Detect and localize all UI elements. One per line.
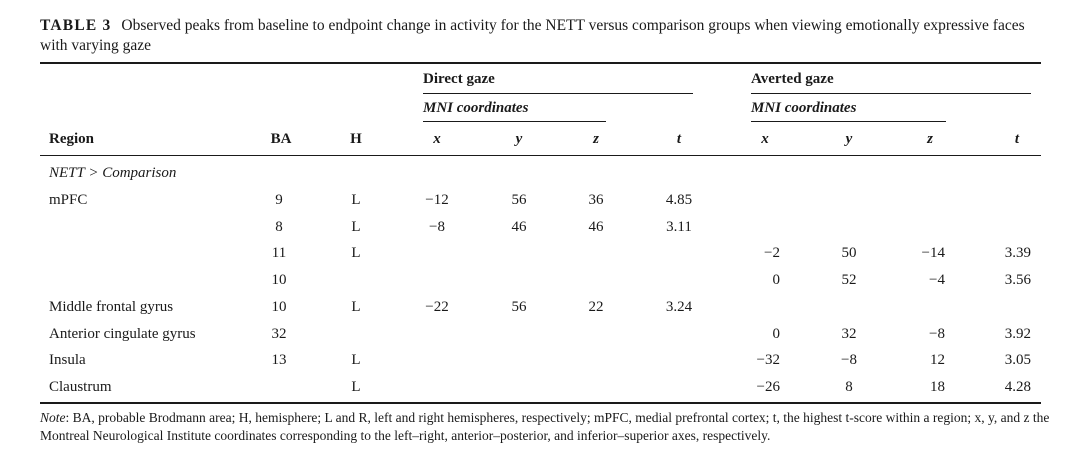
col-header-region: Region	[49, 131, 94, 147]
cell-ba: 9	[275, 192, 283, 208]
cell-region: mPFC	[49, 192, 88, 208]
cell-averted-t: 4.28	[1004, 379, 1031, 395]
top-rule	[40, 62, 1041, 64]
cell-region: Anterior cingulate gyrus	[49, 326, 196, 342]
table-note: Note: BA, probable Brodmann area; H, hem…	[40, 409, 1050, 445]
cell-h: L	[351, 219, 361, 235]
col-header-averted-z: z	[927, 131, 933, 147]
cell-direct-t: 3.11	[666, 219, 692, 235]
col-header-h: H	[350, 131, 362, 147]
direct-mni-rule	[423, 121, 606, 122]
averted-mni-header: MNI coordinates	[751, 100, 857, 116]
cell-direct-t: 4.85	[665, 192, 693, 208]
col-header-direct-x: x	[433, 131, 441, 147]
col-header-direct-y: y	[515, 131, 523, 147]
cell-h: L	[351, 379, 361, 395]
cell-averted-z: 12	[930, 352, 945, 368]
cell-averted-t: 3.39	[1004, 245, 1031, 261]
cell-averted-t: 3.05	[1004, 352, 1031, 368]
col-header-averted-x: x	[761, 131, 769, 147]
bottom-rule	[40, 402, 1041, 404]
cell-direct-y: 56	[511, 299, 527, 315]
direct-gaze-rule	[423, 93, 693, 94]
cell-direct-t: 3.24	[665, 299, 693, 315]
averted-mni-rule	[751, 121, 946, 122]
cell-ba: 13	[271, 352, 287, 368]
cell-direct-z: 36	[588, 192, 604, 208]
cell-averted-z: 18	[930, 379, 945, 395]
header-bottom-rule	[40, 155, 1041, 156]
cell-direct-x: −12	[425, 192, 449, 208]
cell-ba: 10	[271, 299, 287, 315]
averted-gaze-rule	[751, 93, 1031, 94]
table-title: Observed peaks from baseline to endpoint…	[40, 17, 1025, 54]
cell-averted-x: −2	[764, 245, 780, 261]
cell-averted-x: −32	[756, 352, 780, 368]
col-header-averted-y: y	[845, 131, 853, 147]
cell-averted-y: 32	[841, 326, 857, 342]
cell-ba: 8	[275, 219, 283, 235]
cell-averted-y: 52	[841, 272, 857, 288]
direct-gaze-header: Direct gaze	[423, 71, 495, 87]
averted-gaze-header: Averted gaze	[751, 71, 834, 87]
table-label: TABLE 3	[40, 17, 112, 34]
cell-region: Insula	[49, 352, 86, 368]
cell-direct-z: 22	[588, 299, 604, 315]
table-caption: TABLE 3 Observed peaks from baseline to e…	[40, 16, 1040, 56]
cell-direct-z: 46	[588, 219, 604, 235]
cell-direct-x: −8	[429, 219, 445, 235]
col-header-ba: BA	[270, 131, 292, 147]
cell-h: L	[351, 192, 361, 208]
cell-averted-t: 3.56	[1004, 272, 1031, 288]
cell-averted-y: 50	[841, 245, 857, 261]
cell-ba: 11	[271, 245, 287, 261]
cell-averted-z: −8	[929, 326, 945, 342]
col-header-averted-t: t	[1014, 131, 1020, 147]
note-text: : BA, probable Brodmann area; H, hemisph…	[40, 410, 1050, 443]
note-label: Note	[40, 410, 66, 425]
cell-region: Middle frontal gyrus	[49, 299, 174, 315]
cell-direct-y: 46	[511, 219, 527, 235]
cell-averted-t: 3.92	[1004, 326, 1031, 342]
col-header-direct-t: t	[676, 131, 682, 147]
cell-direct-x: −22	[425, 299, 449, 315]
section-label: NETT > Comparison	[49, 165, 177, 181]
cell-averted-z: −4	[929, 272, 945, 288]
cell-averted-x: 0	[772, 272, 781, 288]
direct-mni-header: MNI coordinates	[423, 100, 529, 116]
cell-direct-y: 56	[511, 192, 527, 208]
cell-averted-y: −8	[841, 352, 857, 368]
cell-averted-z: −14	[921, 245, 945, 261]
cell-ba: 32	[271, 326, 287, 342]
cell-h: L	[351, 245, 361, 261]
cell-ba: 10	[271, 272, 287, 288]
cell-averted-y: 8	[845, 379, 853, 395]
cell-averted-x: 0	[772, 326, 781, 342]
cell-averted-x: −26	[756, 379, 780, 395]
cell-h: L	[351, 299, 361, 315]
col-header-direct-z: z	[593, 131, 599, 147]
cell-region: Claustrum	[49, 379, 112, 395]
cell-h: L	[351, 352, 361, 368]
